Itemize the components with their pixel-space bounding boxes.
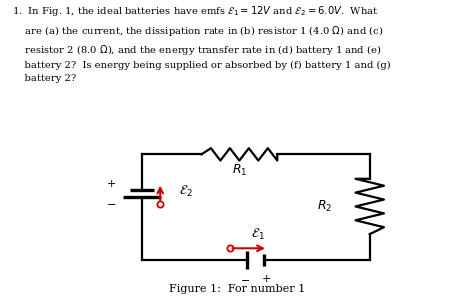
Text: 1.  In Fig. 1, the ideal batteries have emfs $\mathcal{E}_1 = 12V$ and $\mathcal: 1. In Fig. 1, the ideal batteries have e…: [12, 4, 391, 83]
Text: $R_1$: $R_1$: [232, 163, 247, 178]
Text: $-$: $-$: [240, 274, 250, 284]
Text: Figure 1:  For number 1: Figure 1: For number 1: [169, 284, 305, 294]
Text: $\mathcal{E}_2$: $\mathcal{E}_2$: [179, 184, 193, 200]
Text: $-$: $-$: [106, 198, 117, 208]
Text: $\mathcal{E}_1$: $\mathcal{E}_1$: [251, 227, 265, 242]
Text: +: +: [262, 274, 272, 284]
Text: $R_2$: $R_2$: [317, 199, 332, 214]
Text: +: +: [107, 179, 116, 189]
